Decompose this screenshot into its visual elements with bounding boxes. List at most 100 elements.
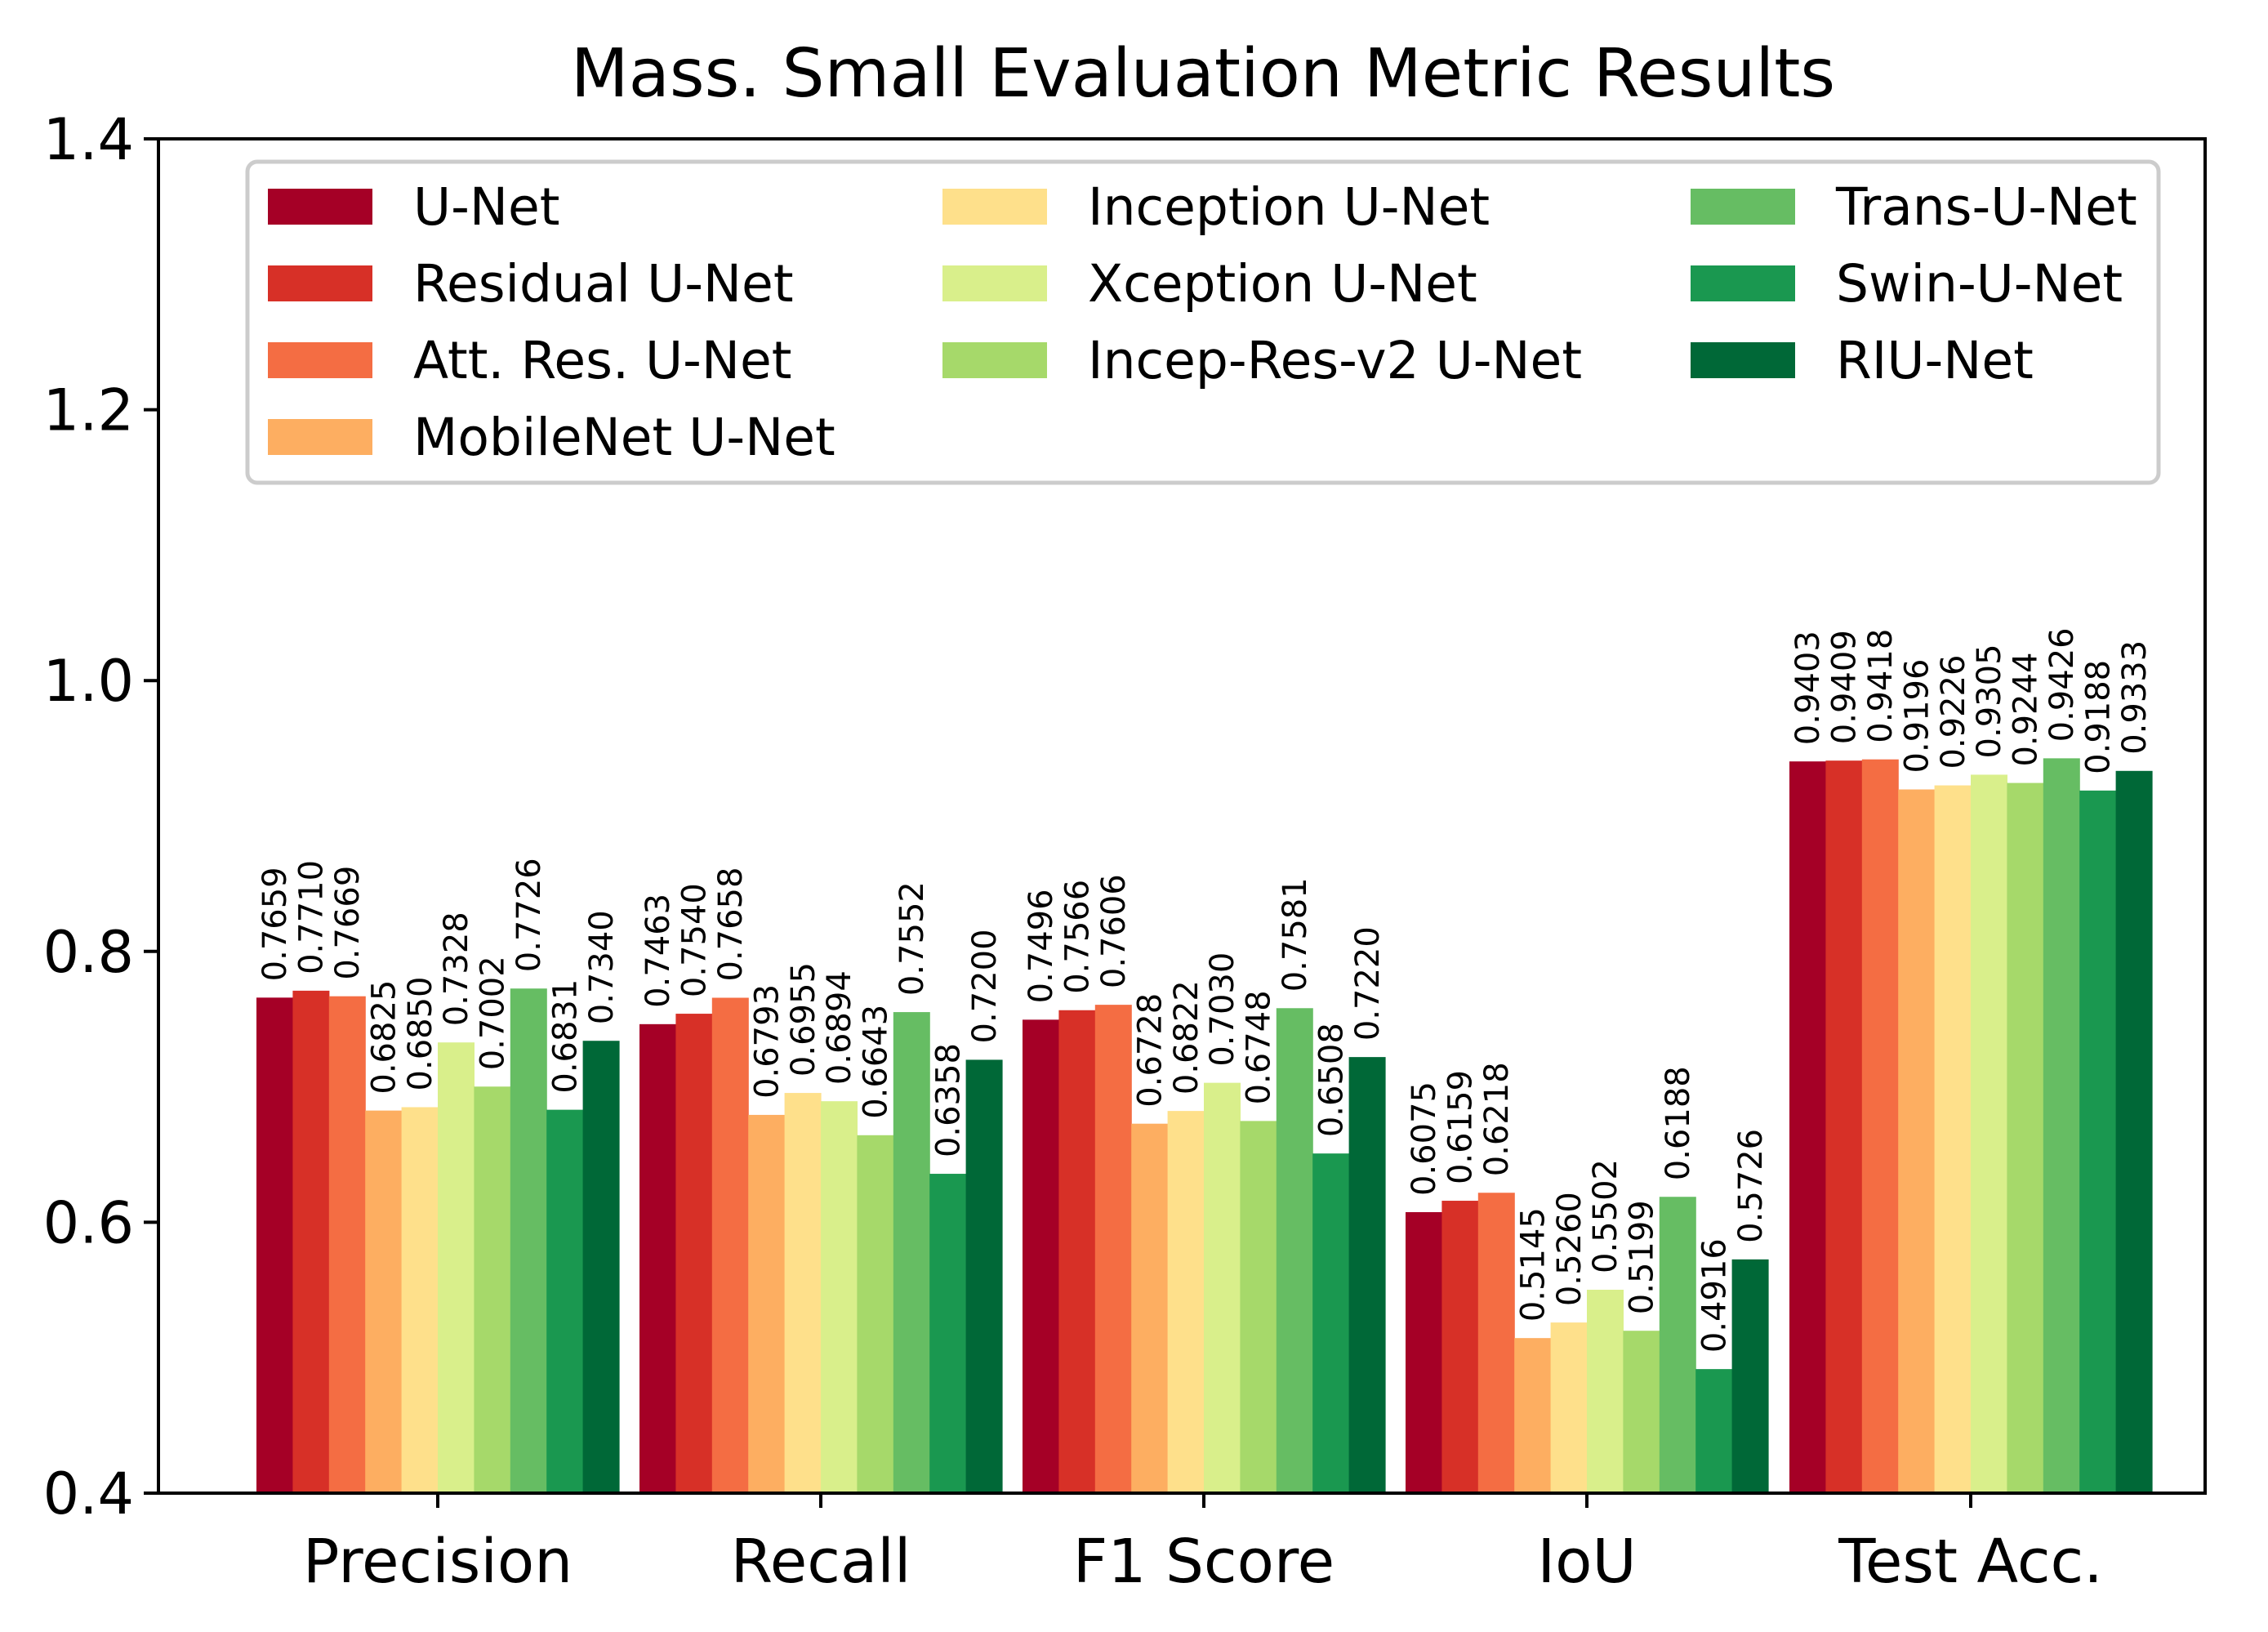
bar (1058, 1010, 1096, 1493)
legend-swatch (942, 189, 1047, 225)
bar-value-label: 0.7540 (676, 883, 714, 997)
bar-value-label: 0.6643 (858, 1005, 895, 1119)
bar-value-label: 0.6358 (929, 1043, 967, 1157)
legend-swatch (268, 342, 372, 378)
bar (711, 997, 749, 1493)
bar (1240, 1121, 1277, 1493)
bar (292, 990, 330, 1493)
x-tick-label: Test Acc. (1838, 1527, 2102, 1597)
bar (328, 996, 366, 1493)
bar (1276, 1008, 1313, 1493)
bar-value-label: 0.6748 (1241, 990, 1278, 1104)
bar-value-label: 0.7659 (256, 867, 294, 981)
bar-value-label: 0.7606 (1095, 874, 1133, 988)
legend-label: MobileNet U-Net (413, 408, 835, 467)
legend-label: Xception U-Net (1088, 254, 1477, 314)
y-tick-label: 0.4 (43, 1460, 134, 1527)
bar-value-label: 0.6075 (1406, 1081, 1443, 1196)
chart-title: Mass. Small Evaluation Metric Results (571, 35, 1835, 113)
bar-value-label: 0.9305 (1971, 644, 2008, 758)
bar-value-label: 0.7726 (510, 858, 548, 972)
bar (2043, 758, 2080, 1493)
legend-box (245, 159, 2161, 485)
bar-value-label: 0.4916 (1695, 1238, 1733, 1353)
bar (1623, 1331, 1660, 1493)
bar-value-label: 0.5260 (1551, 1192, 1588, 1306)
bar-value-label: 0.7340 (583, 910, 621, 1024)
legend-swatch (268, 419, 372, 455)
bar-value-label: 0.5502 (1587, 1159, 1624, 1273)
bar (582, 1041, 620, 1493)
legend-swatch (1691, 189, 1795, 225)
bar (1167, 1111, 1205, 1493)
bar-value-label: 0.6218 (1478, 1062, 1516, 1176)
bar-value-label: 0.9188 (2079, 660, 2117, 774)
bar-value-label: 0.7552 (893, 881, 931, 996)
bar-value-label: 0.7669 (329, 866, 367, 980)
bar (1550, 1322, 1588, 1493)
bar (2079, 790, 2117, 1493)
bar (1204, 1082, 1241, 1493)
x-tick-label: IoU (1537, 1527, 1636, 1597)
y-tick-label: 1.0 (43, 648, 134, 715)
legend-label: Incep-Res-v2 U-Net (1088, 331, 1582, 390)
bar (401, 1107, 439, 1493)
bar (1094, 1005, 1132, 1493)
bar-value-label: 0.7030 (1204, 952, 1241, 1067)
bar-value-label: 0.7658 (712, 867, 750, 982)
bar-value-label: 0.6728 (1131, 993, 1169, 1108)
bar (965, 1059, 1003, 1493)
bar (675, 1014, 713, 1493)
bar (1131, 1123, 1169, 1493)
bar (2115, 770, 2153, 1493)
bar (893, 1012, 930, 1493)
y-tick-label: 1.2 (43, 377, 134, 444)
bar (748, 1114, 786, 1493)
legend-label: Trans-U-Net (1835, 177, 2137, 237)
value-labels-layer: 0.76590.77100.76690.68250.68500.73280.70… (256, 627, 2154, 1353)
legend-swatch (1691, 342, 1795, 378)
bar-value-label: 0.7463 (639, 894, 677, 1008)
bar (1789, 761, 1826, 1493)
bar (438, 1042, 475, 1493)
bar-value-label: 0.9333 (2116, 640, 2154, 755)
bars-layer (256, 758, 2153, 1493)
bar (546, 1109, 584, 1493)
bar (929, 1174, 967, 1493)
legend-swatch (942, 265, 1047, 301)
legend-swatch (942, 342, 1047, 378)
bar-value-label: 0.7200 (966, 929, 1004, 1043)
bar (1406, 1211, 1442, 1493)
bar (784, 1093, 822, 1493)
bar (821, 1101, 858, 1493)
bar (510, 988, 547, 1493)
legend-label: RIU-Net (1836, 331, 2034, 390)
bar (1659, 1197, 1696, 1493)
bar (1825, 760, 1863, 1493)
y-tick-label: 0.6 (43, 1189, 134, 1256)
y-tick-label: 0.8 (43, 919, 134, 986)
bar-value-label: 0.9244 (2007, 653, 2045, 767)
bar (1514, 1338, 1552, 1493)
bar-value-label: 0.9403 (1789, 631, 1827, 745)
bar-value-label: 0.9418 (1862, 629, 1900, 743)
bar-value-label: 0.9409 (1826, 630, 1864, 744)
bar-value-label: 0.7496 (1023, 889, 1060, 1003)
legend-label: Inception U-Net (1088, 177, 1490, 237)
bar-value-label: 0.7581 (1277, 877, 1314, 992)
legend: U-Net Residual U-Net Att. Res. U-Net Mobile… (245, 159, 2161, 485)
bar-value-label: 0.9226 (1935, 655, 1972, 769)
x-tick-label: F1 Score (1073, 1527, 1335, 1597)
bar-value-label: 0.6159 (1442, 1070, 1480, 1184)
bar-value-label: 0.6793 (748, 984, 786, 1099)
bar (1023, 1019, 1059, 1493)
bar-value-label: 0.9196 (1898, 659, 1936, 774)
bar-value-label: 0.7220 (1349, 926, 1387, 1041)
bar (1934, 785, 1972, 1493)
bar (2007, 783, 2044, 1493)
legend-label: Att. Res. U-Net (413, 331, 791, 390)
bar-value-label: 0.6955 (785, 962, 822, 1077)
bar-value-label: 0.6508 (1312, 1023, 1350, 1137)
bar (1731, 1259, 1769, 1493)
